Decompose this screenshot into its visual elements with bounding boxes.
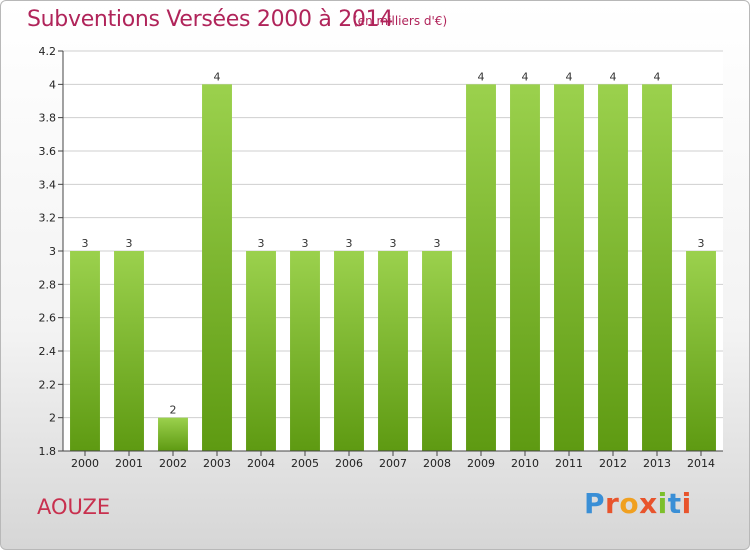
x-tick-label: 2006 [335, 457, 363, 470]
x-tick-label: 2013 [643, 457, 671, 470]
data-label: 3 [258, 237, 265, 250]
bar [202, 84, 232, 451]
data-label: 2 [170, 404, 177, 417]
data-label: 3 [390, 237, 397, 250]
labels: 1.8 2 2.2 2.4 2.6 2.8 3 3.2 3.4 3.6 3.8 4 4.2 3 2000 3 2… [39, 45, 716, 470]
y-tick-label: 2.8 [39, 278, 57, 291]
y-tick-label: 3.2 [39, 212, 57, 225]
y-tick-label: 2 [49, 412, 56, 425]
data-label: 4 [610, 70, 617, 83]
bar [510, 84, 540, 451]
bar [246, 251, 276, 451]
data-label: 3 [346, 237, 353, 250]
y-tick-label: 3.8 [39, 112, 57, 125]
bar [114, 251, 144, 451]
x-tick-label: 2000 [71, 457, 99, 470]
data-label: 4 [566, 70, 573, 83]
x-tick-label: 2014 [687, 457, 715, 470]
x-tick-label: 2003 [203, 457, 231, 470]
bar [466, 84, 496, 451]
logo-letter: i [657, 487, 668, 520]
x-tick-label: 2008 [423, 457, 451, 470]
y-tick-label: 3.6 [39, 145, 57, 158]
y-tick-label: 3.4 [39, 178, 57, 191]
bars [70, 84, 716, 451]
bar [158, 417, 188, 451]
bar [334, 251, 364, 451]
proxiti-logo[interactable]: Proxiti [584, 487, 692, 520]
logo-letter: P [584, 487, 606, 520]
data-label: 4 [654, 70, 661, 83]
data-label: 3 [698, 237, 705, 250]
x-tick-label: 2012 [599, 457, 627, 470]
bar [70, 251, 100, 451]
x-tick-label: 2011 [555, 457, 583, 470]
bar [598, 84, 628, 451]
chart-unit-note: (en milliers d'€) [353, 14, 448, 28]
data-label: 3 [82, 237, 89, 250]
bar [686, 251, 716, 451]
bar [378, 251, 408, 451]
y-tick-label: 2.6 [39, 312, 57, 325]
bar [554, 84, 584, 451]
x-tick-label: 2005 [291, 457, 319, 470]
data-label: 4 [478, 70, 485, 83]
logo-letter: x [639, 487, 658, 520]
bar [290, 251, 320, 451]
y-tick-label: 1.8 [39, 445, 57, 458]
y-tick-label: 2.2 [39, 378, 57, 391]
chart-title: Subventions Versées 2000 à 2014 [27, 7, 394, 32]
data-label: 4 [214, 70, 221, 83]
x-tick-label: 2007 [379, 457, 407, 470]
x-tick-label: 2009 [467, 457, 495, 470]
x-tick-label: 2002 [159, 457, 187, 470]
bar [422, 251, 452, 451]
x-tick-label: 2001 [115, 457, 143, 470]
location-label: AOUZE [37, 495, 111, 519]
logo-letter: i [681, 487, 692, 520]
axes [58, 50, 723, 456]
x-tick-label: 2010 [511, 457, 539, 470]
x-tick-label: 2004 [247, 457, 275, 470]
logo-letter: t [667, 487, 682, 520]
data-label: 4 [522, 70, 529, 83]
y-tick-label: 4.2 [39, 45, 57, 58]
y-tick-label: 4 [49, 78, 56, 91]
y-tick-label: 3 [49, 245, 56, 258]
logo-letter: r [605, 487, 620, 520]
bar [642, 84, 672, 451]
logo-letter: o [619, 487, 640, 520]
data-label: 3 [302, 237, 309, 250]
y-tick-label: 2.4 [39, 345, 57, 358]
data-label: 3 [434, 237, 441, 250]
data-label: 3 [126, 237, 133, 250]
